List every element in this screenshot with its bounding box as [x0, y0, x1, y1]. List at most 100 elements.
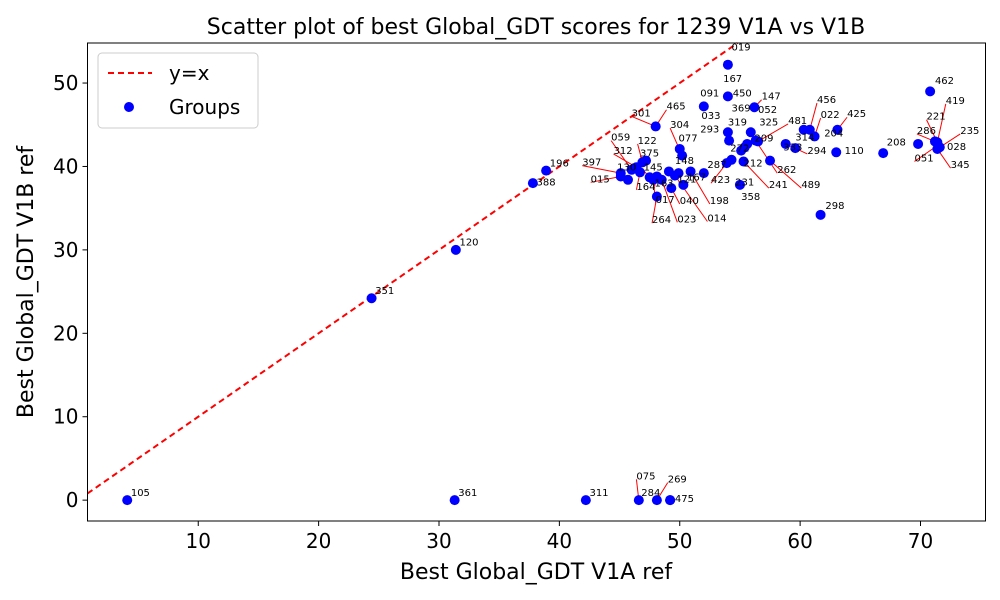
x-tick-label: 40: [547, 529, 572, 553]
point-label: 481: [788, 116, 807, 127]
point-label: 147: [762, 92, 781, 103]
point-label: 163: [654, 178, 673, 189]
y-tick-label: 30: [53, 238, 78, 262]
data-point: [832, 124, 843, 135]
point-label: 345: [951, 160, 970, 171]
data-point: [678, 179, 689, 190]
point-label: 077: [679, 133, 698, 144]
x-axis-ticks: 10 20 30 40 50 60 70: [186, 521, 933, 553]
data-point: [726, 154, 737, 165]
data-point: [738, 156, 749, 167]
data-point: [815, 209, 826, 220]
point-label: 397: [582, 158, 601, 169]
point-label: 269: [668, 475, 687, 486]
point-label: 130: [617, 163, 636, 174]
leader-line: [582, 165, 621, 174]
point-label: 312: [614, 146, 633, 157]
x-tick-label: 30: [426, 529, 451, 553]
y-tick-label: 50: [53, 71, 78, 95]
point-label: 198: [710, 196, 729, 207]
x-tick-label: 60: [787, 529, 812, 553]
point-label: 272: [730, 143, 749, 154]
leader-line: [661, 179, 678, 223]
point-label: 023: [677, 214, 696, 225]
x-tick-label: 70: [908, 529, 933, 553]
point-label: 301: [632, 108, 651, 119]
point-label: 361: [458, 488, 477, 499]
data-point: [449, 495, 460, 506]
point-label: 052: [758, 105, 777, 116]
data-point: [665, 495, 676, 506]
point-label: 465: [667, 102, 686, 113]
point-label: 264: [652, 215, 671, 226]
data-point: [742, 138, 753, 149]
data-point: [734, 179, 745, 190]
y-tick-label: 10: [53, 405, 78, 429]
data-point: [622, 174, 633, 185]
leader-line: [743, 161, 770, 189]
data-point: [666, 183, 677, 194]
leader-line: [936, 103, 947, 143]
point-labels: 105 351 120 361 388 196 311 075 284 269 475 397 015 1…: [131, 43, 979, 505]
leader-line: [769, 160, 802, 189]
point-label: 235: [960, 126, 979, 137]
point-label: 121: [677, 174, 696, 185]
point-label: 033: [701, 111, 720, 122]
point-label: 314: [795, 133, 814, 144]
point-label: 022: [821, 110, 840, 121]
data-point: [745, 127, 756, 138]
data-point: [641, 155, 652, 166]
leader-line: [757, 123, 789, 142]
point-label: 105: [131, 488, 150, 499]
y-axis-title: Best Global_GDT V1B ref: [14, 145, 39, 419]
data-point: [724, 135, 735, 146]
point-label: 204: [824, 128, 843, 139]
reference-line-group: [86, 42, 739, 495]
data-point: [541, 165, 552, 176]
data-point: [651, 495, 662, 506]
point-label: 351: [375, 286, 394, 297]
point-label: 462: [935, 76, 954, 87]
point-label: 212: [744, 158, 763, 169]
data-point: [527, 178, 538, 189]
point-label: 059: [611, 133, 630, 144]
data-point: [831, 147, 842, 158]
point-label: 208: [887, 138, 906, 149]
data-point: [913, 138, 924, 149]
point-label: 015: [591, 174, 610, 185]
point-label: 311: [589, 488, 608, 499]
point-label: 294: [807, 146, 826, 157]
point-label: 369: [732, 103, 751, 114]
data-point: [925, 86, 936, 97]
point-label: 358: [741, 192, 760, 203]
point-label: 145: [644, 163, 663, 174]
point-label: 148: [675, 156, 694, 167]
point-label: 167: [723, 74, 742, 85]
data-point: [635, 167, 646, 178]
data-point: [698, 168, 709, 179]
point-label: 419: [946, 96, 965, 107]
point-label: 167: [687, 173, 706, 184]
point-label: 262: [777, 165, 796, 176]
y-tick-label: 0: [66, 488, 79, 512]
point-label: 040: [680, 196, 699, 207]
point-label: 075: [636, 471, 655, 482]
data-point: [722, 59, 733, 70]
y-tick-label: 20: [53, 321, 78, 345]
data-point: [122, 495, 133, 506]
legend-entry-groups: Groups: [169, 95, 240, 119]
y-equals-x-line: [86, 42, 739, 495]
data-point: [633, 495, 644, 506]
y-tick-label: 40: [53, 154, 78, 178]
point-label: 489: [801, 180, 820, 191]
point-label: 014: [707, 214, 726, 225]
data-point: [749, 102, 760, 113]
point-label: 375: [640, 148, 659, 159]
x-axis-title: Best Global_GDT V1A ref: [400, 560, 673, 585]
leader-line: [914, 146, 936, 162]
data-point: [752, 136, 763, 147]
leader-line: [590, 175, 621, 183]
point-label: 019: [732, 43, 751, 54]
